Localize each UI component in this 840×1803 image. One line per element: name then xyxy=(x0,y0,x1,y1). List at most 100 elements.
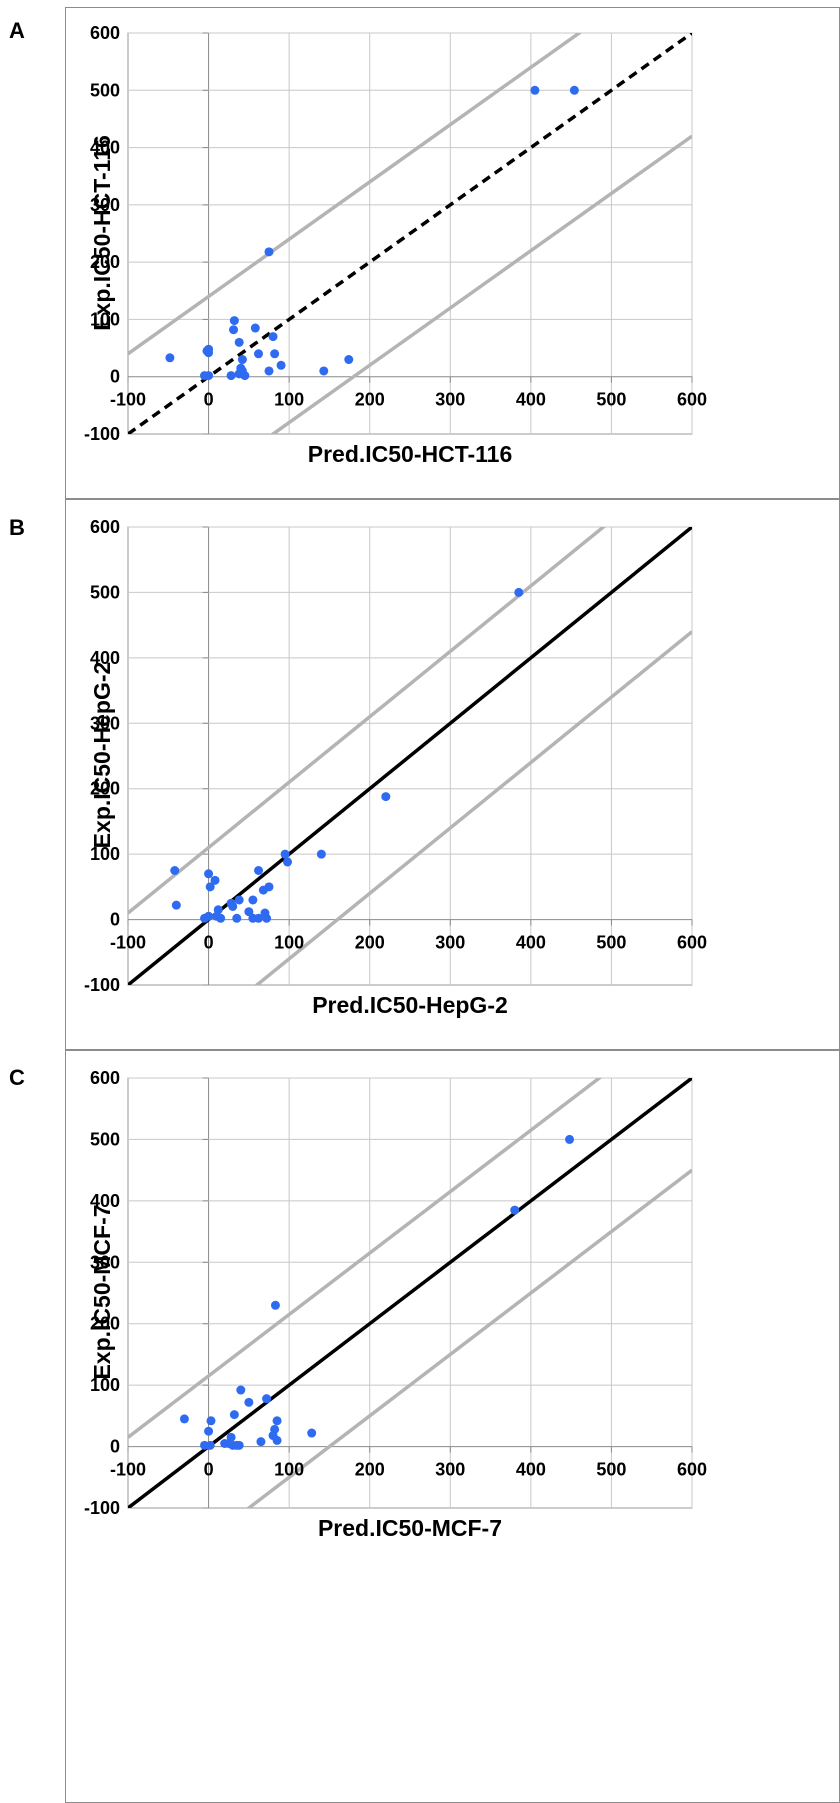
x-tick-label-c: 300 xyxy=(435,1460,465,1480)
data-point-a xyxy=(319,366,329,376)
y-axis-title-a: Exp.IC50-HCT-116 xyxy=(89,135,115,331)
data-point-b xyxy=(228,901,238,911)
x-tick-label-b: -100 xyxy=(110,933,146,953)
data-point-b xyxy=(254,866,264,875)
data-point-c xyxy=(272,1416,282,1426)
prediction-band-line-b xyxy=(254,630,692,985)
data-point-c xyxy=(204,1426,214,1436)
data-point-a xyxy=(250,323,260,333)
y-axis-title-b: Exp.IC50-HepG-2 xyxy=(89,662,115,849)
data-point-a xyxy=(229,316,239,326)
y-tick-label-c: -100 xyxy=(84,1498,120,1518)
data-point-b xyxy=(381,792,391,802)
x-tick-label-b: 400 xyxy=(516,933,546,953)
y-tick-label-c: 400 xyxy=(90,1191,120,1211)
data-point-c xyxy=(270,1300,280,1310)
scatter-plot-b: -100 0 100 200 300 400 500 600 -100 0 100 200 300 400… xyxy=(84,517,707,1018)
data-point-b xyxy=(232,913,242,923)
panel-letter-b: B xyxy=(9,515,25,540)
data-point-b xyxy=(248,895,258,905)
data-point-a xyxy=(270,349,280,359)
y-tick-label-a: 100 xyxy=(90,309,120,329)
identity-line-a xyxy=(128,33,692,434)
data-point-b xyxy=(210,875,220,885)
data-point-c xyxy=(510,1205,520,1215)
x-tick-label-b: 500 xyxy=(596,933,626,953)
data-point-c xyxy=(262,1394,272,1404)
data-point-b xyxy=(171,900,181,910)
x-axis-title-a: Pred.IC50-HCT-116 xyxy=(308,441,513,467)
data-point-b xyxy=(514,587,524,597)
x-axis-title-c: Pred.IC50-MCF-7 xyxy=(318,1515,502,1541)
data-point-a xyxy=(237,355,247,365)
x-axis-title-b: Pred.IC50-HepG-2 xyxy=(312,992,508,1018)
x-tick-label-b: 600 xyxy=(677,933,707,953)
data-point-c xyxy=(206,1416,216,1426)
y-tick-label-c: 600 xyxy=(90,1068,120,1088)
data-point-a xyxy=(268,332,278,342)
x-tick-label-b: 0 xyxy=(204,933,214,953)
y-tick-label-a: -100 xyxy=(84,424,120,444)
y-tick-label-b: 600 xyxy=(90,517,120,537)
data-point-c xyxy=(307,1428,317,1438)
x-tick-label-c: 400 xyxy=(516,1460,546,1480)
y-tick-label-a: 400 xyxy=(90,138,120,158)
data-point-b xyxy=(283,857,293,867)
data-point-a xyxy=(226,371,236,381)
reference-lines-a xyxy=(128,33,692,434)
y-tick-label-b: -100 xyxy=(84,975,120,995)
y-tick-label-a: 0 xyxy=(110,367,120,387)
data-point-a xyxy=(204,371,214,381)
data-point-c xyxy=(179,1414,189,1424)
data-point-c xyxy=(205,1440,215,1450)
panel-letter-c: C xyxy=(9,1065,25,1090)
data-point-b xyxy=(280,849,290,859)
data-point-c xyxy=(234,1440,244,1450)
data-point-a xyxy=(276,360,286,370)
x-tick-label-a: 200 xyxy=(355,390,385,410)
scatter-plot-a: -100 0 100 200 300 400 500 600 -100 0 100 200 300 400… xyxy=(84,23,707,467)
data-point-a xyxy=(204,344,214,354)
x-tick-label-c: 500 xyxy=(596,1460,626,1480)
y-tick-label-c: 300 xyxy=(90,1252,120,1272)
y-axis-title-c: Exp.IC50-MCF-7 xyxy=(89,1204,115,1379)
data-point-a xyxy=(530,85,540,95)
x-tick-label-b: 200 xyxy=(355,933,385,953)
x-tick-label-c: 100 xyxy=(274,1460,304,1480)
data-point-c xyxy=(236,1385,246,1395)
prediction-band-line-c xyxy=(245,1168,692,1508)
data-point-b xyxy=(262,913,272,923)
y-tick-label-a: 600 xyxy=(90,23,120,43)
y-tick-label-b: 500 xyxy=(90,582,120,602)
data-point-b xyxy=(216,913,226,923)
x-tick-label-a: 300 xyxy=(435,390,465,410)
y-tick-label-a: 300 xyxy=(90,195,120,215)
x-tick-label-a: 500 xyxy=(596,390,626,410)
y-tick-label-c: 200 xyxy=(90,1314,120,1334)
data-point-a xyxy=(344,355,354,365)
data-point-a xyxy=(240,371,250,381)
data-point-b xyxy=(316,849,326,859)
data-point-b xyxy=(264,882,274,892)
x-tick-label-c: -100 xyxy=(110,1460,146,1480)
prediction-band-line-a xyxy=(128,33,583,356)
x-tick-label-a: 600 xyxy=(677,390,707,410)
x-tick-label-b: 300 xyxy=(435,933,465,953)
x-tick-label-b: 100 xyxy=(274,933,304,953)
data-point-a xyxy=(234,337,244,347)
data-point-b xyxy=(204,869,214,879)
y-tick-label-b: 300 xyxy=(90,713,120,733)
data-point-c xyxy=(270,1424,280,1434)
y-tick-label-b: 400 xyxy=(90,648,120,668)
data-point-c xyxy=(256,1437,266,1447)
y-tick-label-b: 0 xyxy=(110,910,120,930)
data-point-b xyxy=(234,895,244,905)
y-tick-label-b: 200 xyxy=(90,779,120,799)
data-point-b xyxy=(254,913,264,923)
x-tick-label-c: 0 xyxy=(204,1460,214,1480)
prediction-band-line-c xyxy=(128,1078,603,1439)
data-point-c xyxy=(565,1134,575,1144)
panel-letter-a: A xyxy=(9,18,25,43)
data-point-b xyxy=(205,882,215,892)
